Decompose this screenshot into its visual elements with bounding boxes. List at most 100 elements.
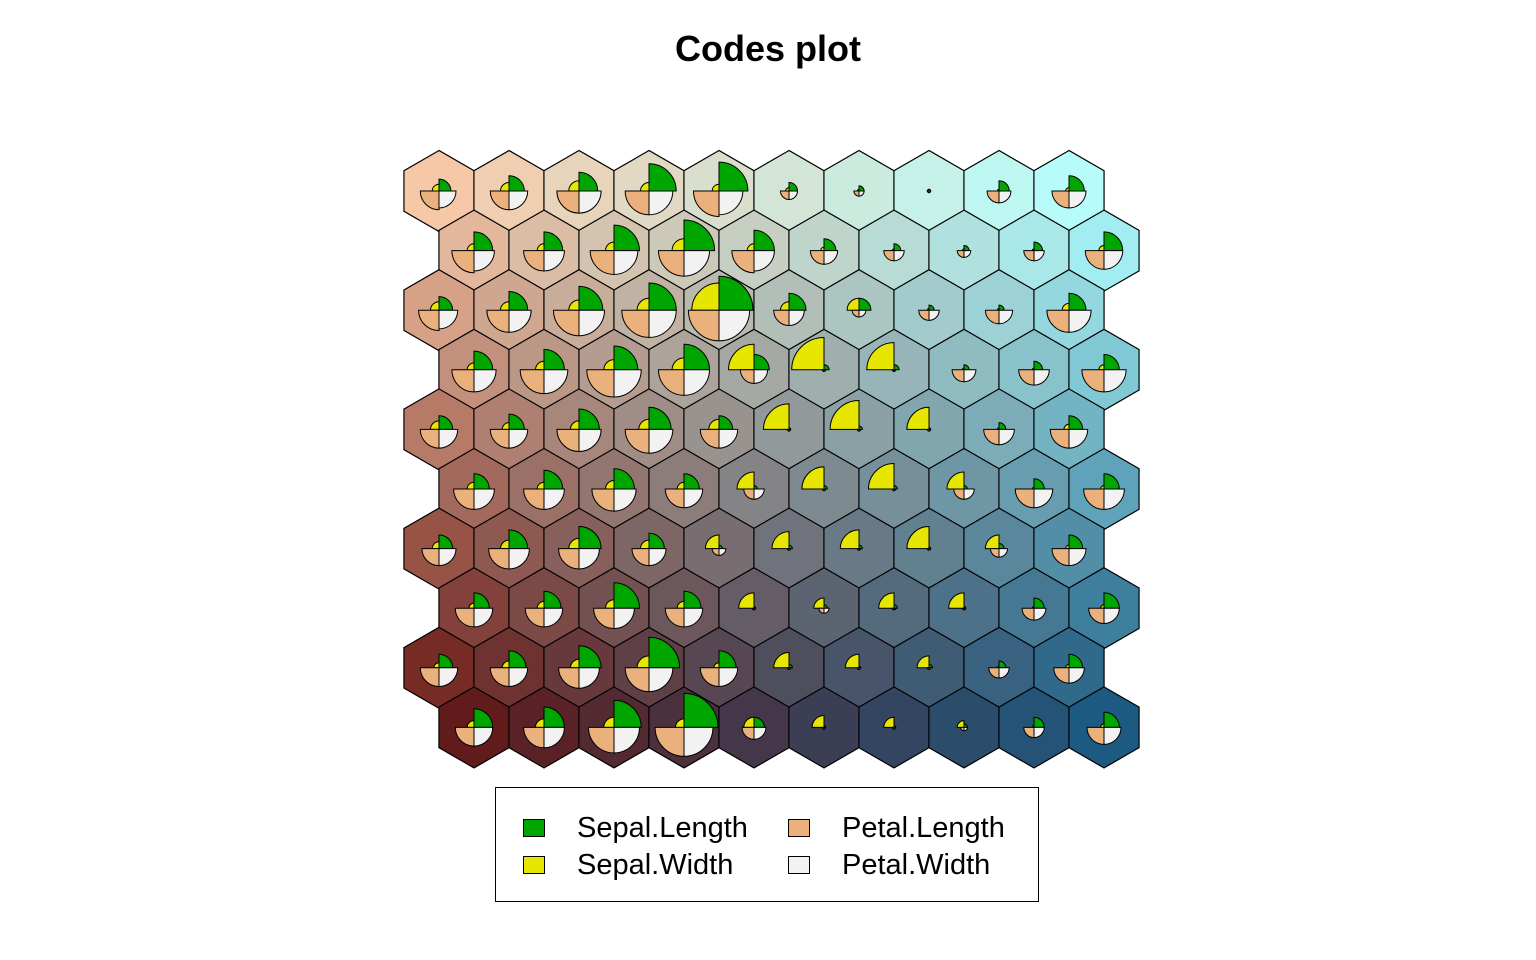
- codes-segment-sepal-length: [683, 219, 716, 252]
- codes-segment-petal-width: [1103, 369, 1127, 393]
- codes-segment-petal-length: [1084, 250, 1105, 270]
- codes-segment-sepal-length: [893, 604, 898, 609]
- codes-segment-petal-width: [963, 607, 967, 611]
- codes-segment-petal-width: [508, 428, 529, 449]
- codes-segment-sepal-width: [946, 471, 965, 490]
- codes-segment-petal-width: [963, 488, 975, 500]
- codes-segment-sepal-length: [963, 723, 968, 728]
- codes-segment-petal-width: [893, 250, 905, 262]
- codes-segment-sepal-length: [473, 708, 494, 728]
- codes-segment-sepal-width: [811, 714, 825, 728]
- codes-segment-sepal-width: [906, 406, 930, 430]
- codes-segment-petal-width: [578, 309, 606, 337]
- codes-segment-sepal-length: [648, 406, 672, 430]
- codes-segment-sepal-length: [508, 290, 529, 311]
- codes-segment-petal-width: [718, 548, 727, 556]
- codes-segment-sepal-length: [578, 408, 600, 430]
- codes-segment-petal-width: [788, 309, 805, 327]
- codes-segment-petal-width: [963, 369, 977, 383]
- codes-segment-sepal-width: [866, 342, 895, 371]
- codes-segment-petal-length: [419, 428, 440, 449]
- codes-segment-petal-length: [523, 250, 545, 272]
- codes-segment-petal-width: [928, 309, 940, 321]
- codes-segment-petal-width: [753, 488, 765, 500]
- codes-segment-sepal-length: [683, 343, 711, 371]
- codes-segment-petal-length: [664, 607, 685, 628]
- codes-segment-sepal-width: [801, 466, 825, 490]
- legend-label-sepal-length: Sepal.Length: [577, 812, 748, 844]
- codes-segment-petal-width: [508, 548, 530, 570]
- codes-segment-sepal-length: [613, 699, 642, 728]
- codes-segment-petal-width: [753, 369, 769, 384]
- codes-segment-sepal-length: [543, 348, 565, 371]
- codes-segment-petal-width: [858, 190, 865, 197]
- codes-segment-petal-width: [543, 488, 565, 510]
- codes-segment-petal-length: [1046, 309, 1070, 333]
- legend-swatch-sepal-length: [523, 819, 545, 837]
- codes-segment-sepal-length: [648, 636, 681, 669]
- codes-segment-petal-length: [687, 309, 720, 342]
- codes-segment-sepal-length: [963, 485, 968, 490]
- codes-segment-petal-width: [788, 428, 792, 432]
- codes-segment-petal-length: [519, 369, 545, 395]
- codes-segment-petal-length: [699, 428, 720, 449]
- codes-segment-petal-width: [1033, 488, 1054, 509]
- codes-segment-sepal-length: [718, 161, 749, 192]
- codes-segment-sepal-width: [844, 653, 860, 669]
- codes-segment-petal-width: [1033, 607, 1047, 621]
- codes-segment-petal-length: [488, 548, 510, 570]
- codes-segment-petal-width: [823, 607, 830, 614]
- codes-segment-petal-width: [578, 190, 602, 214]
- codes-segment-petal-width: [998, 190, 1012, 204]
- legend-swatch-petal-length: [788, 819, 810, 837]
- codes-segment-petal-width: [683, 488, 704, 509]
- codes-segment-petal-width: [893, 488, 897, 492]
- codes-segment-petal-width: [648, 667, 674, 693]
- codes-segment-sepal-width: [906, 525, 930, 550]
- codes-segment-petal-width: [718, 190, 744, 216]
- codes-segment-petal-width: [438, 309, 459, 330]
- codes-segment-petal-length: [692, 190, 720, 218]
- codes-segment-sepal-width: [820, 246, 825, 252]
- codes-segment-sepal-width: [867, 462, 895, 490]
- codes-segment-petal-width: [893, 726, 897, 730]
- codes-segment-sepal-width: [916, 655, 930, 669]
- codes-segment-petal-length: [624, 428, 650, 454]
- codes-segment-petal-width: [718, 667, 739, 688]
- codes-segment-petal-width: [998, 428, 1015, 446]
- codes-segment-petal-width: [1033, 250, 1045, 262]
- codes-segment-petal-length: [523, 726, 545, 749]
- codes-segment-petal-length: [1081, 369, 1105, 393]
- codes-segment-sepal-length: [613, 224, 641, 252]
- codes-segment-petal-length: [624, 667, 650, 693]
- codes-segment-petal-length: [524, 607, 545, 628]
- codes-segment-petal-width: [893, 369, 897, 373]
- codes-segment-sepal-length: [613, 582, 641, 609]
- codes-segment-petal-width: [438, 428, 459, 449]
- codes-segment-petal-length: [589, 250, 615, 275]
- codes-segment-petal-width: [753, 607, 757, 611]
- codes-segment-petal-width: [788, 190, 799, 201]
- codes-segment-petal-length: [587, 726, 615, 754]
- codes-segment-petal-width: [473, 250, 495, 272]
- codes-segment-petal-width: [543, 369, 569, 395]
- codes-segment-petal-width: [823, 726, 827, 730]
- codes-segment-petal-width: [1068, 428, 1089, 449]
- codes-segment-petal-width: [578, 667, 600, 689]
- codes-segment-petal-width: [1033, 726, 1045, 739]
- codes-segment-petal-length: [731, 250, 755, 274]
- codes-segment-sepal-width: [736, 471, 755, 490]
- codes-segment-sepal-width: [791, 336, 825, 371]
- codes-segment-sepal-width: [1065, 544, 1070, 550]
- codes-segment-sepal-width: [738, 592, 755, 609]
- codes-segment-petal-length: [558, 548, 580, 570]
- codes-segment-petal-width: [473, 369, 497, 393]
- codes-segment-petal-length: [418, 309, 440, 332]
- codes-segment-petal-width: [683, 726, 714, 757]
- codes-segment-petal-length: [654, 726, 685, 757]
- codes-segment-petal-width: [648, 309, 677, 338]
- codes-segment-sepal-width: [846, 297, 860, 311]
- codes-segment-sepal-length: [788, 292, 807, 311]
- codes-segment-petal-width: [508, 309, 532, 333]
